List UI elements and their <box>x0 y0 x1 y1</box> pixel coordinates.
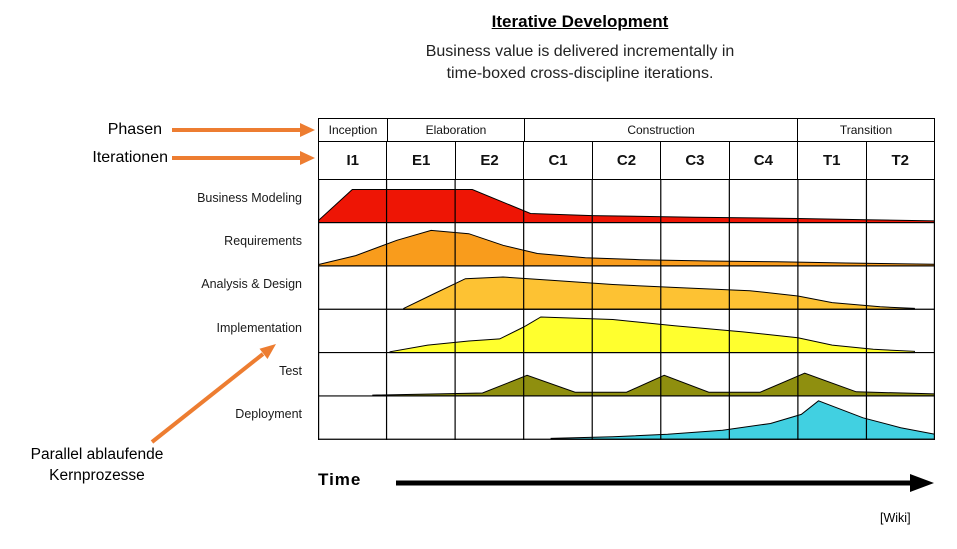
discipline-label-analysis-design: Analysis & Design <box>201 277 302 292</box>
phase-cell-transition: Transition <box>839 123 893 137</box>
iteration-cell-e1: E1 <box>387 142 456 179</box>
phases-row: Inception Elaboration Construction Trans… <box>318 118 935 141</box>
time-axis-label: Time <box>318 470 362 489</box>
discipline-humps-chart <box>318 180 935 440</box>
iteration-cell-c2: C2 <box>593 142 662 179</box>
parallel-arrow-icon <box>150 344 276 444</box>
iteration-cell-c3: C3 <box>661 142 730 179</box>
source-credit: [Wiki] <box>880 511 911 525</box>
diagram-header: Iterative Development Business value is … <box>230 12 930 85</box>
discipline-label-requirements: Requirements <box>224 233 302 248</box>
parallel-processes-line1: Parallel ablaufende <box>30 446 164 463</box>
discipline-label-business-modeling: Business Modeling <box>197 190 302 205</box>
phase-cell-elaboration: Elaboration <box>388 119 525 141</box>
discipline-label-test: Test <box>279 363 302 378</box>
iteration-cell-t2: T2 <box>891 152 909 169</box>
parallel-processes-line2: Kernprozesse <box>49 467 145 484</box>
parallel-processes-label: Parallel ablaufende Kernprozesse <box>3 444 191 486</box>
diagram-subtitle-line2: time-boxed cross-discipline iterations. <box>446 65 714 82</box>
phase-cell-inception: Inception <box>319 119 388 141</box>
phasen-label: Phasen <box>107 121 162 138</box>
discipline-label-deployment: Deployment <box>235 407 302 422</box>
iteration-cell-e2: E2 <box>456 142 525 179</box>
time-arrow-icon <box>396 474 934 492</box>
diagram-subtitle-line1: Business value is delivered incrementall… <box>425 43 735 60</box>
iterations-row: I1 E1 E2 C1 C2 C3 C4 T1 T2 <box>318 141 935 180</box>
iteration-chart: Inception Elaboration Construction Trans… <box>318 118 935 440</box>
discipline-labels: Business Modeling Requirements Analysis … <box>0 180 310 440</box>
iterationen-arrow-icon <box>172 151 315 165</box>
phasen-arrow-icon <box>172 123 315 137</box>
iterationen-label: Iterationen <box>92 149 168 166</box>
iteration-cell-c4: C4 <box>730 142 799 179</box>
discipline-label-implementation: Implementation <box>216 320 302 335</box>
iteration-cell-c1: C1 <box>524 142 593 179</box>
iteration-cell-t1: T1 <box>798 142 867 179</box>
phase-cell-construction: Construction <box>525 119 798 141</box>
iteration-cell-i1: I1 <box>319 142 388 179</box>
diagram-title: Iterative Development <box>491 12 669 31</box>
